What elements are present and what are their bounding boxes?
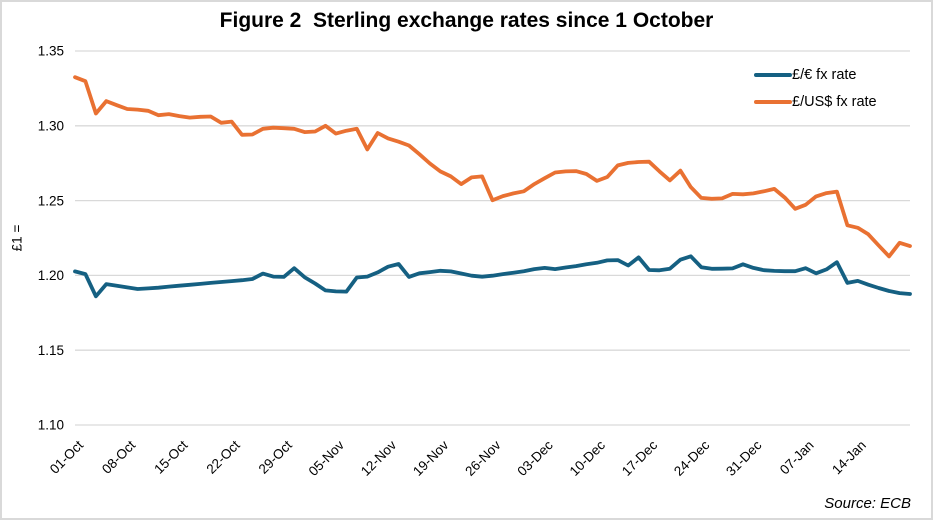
legend-item-eur: £/€ fx rate <box>754 66 877 84</box>
y-tick-label: 1.30 <box>38 119 64 134</box>
y-tick-label: 1.10 <box>38 418 64 433</box>
x-tick-label: 03-Dec <box>514 437 556 479</box>
y-tick-label: 1.25 <box>38 193 64 208</box>
x-tick-label: 31-Dec <box>723 437 765 479</box>
legend-label-usd: £/US$ fx rate <box>792 94 877 110</box>
x-tick-label: 10-Dec <box>567 437 609 479</box>
source-note: Source: ECB <box>824 495 911 512</box>
usd-line-swatch <box>754 99 792 105</box>
legend-item-usd: £/US$ fx rate <box>754 93 877 111</box>
eur-fx-rate-line <box>73 254 912 299</box>
x-tick-label: 15-Oct <box>151 437 190 476</box>
x-tick-label: 07-Jan <box>777 438 817 478</box>
usd-fx-rate-line <box>73 75 912 259</box>
x-tick-label: 05-Nov <box>306 437 348 479</box>
chart-title: Figure 2 Sterling exchange rates since 1… <box>219 9 714 32</box>
x-tick-label: 26-Nov <box>462 437 504 479</box>
x-tick-label: 17-Dec <box>619 437 661 479</box>
x-tick-label: 08-Oct <box>99 437 138 476</box>
y-tick-label: 1.15 <box>38 343 64 358</box>
x-tick-label: 14-Jan <box>829 438 869 478</box>
eur-line-swatch <box>754 72 792 78</box>
x-tick-label: 01-Oct <box>47 437 86 476</box>
x-tick-label: 19-Nov <box>410 437 452 479</box>
legend-label-eur: £/€ fx rate <box>792 67 857 83</box>
x-tick-label: 22-Oct <box>203 437 242 476</box>
y-tick-label: 1.35 <box>38 44 64 59</box>
x-tick-label: 12-Nov <box>358 437 400 479</box>
x-tick-label: 24-Dec <box>671 437 713 479</box>
legend: £/€ fx rate £/US$ fx rate <box>754 66 877 111</box>
x-tick-label: 29-Oct <box>256 437 295 476</box>
y-tick-label: 1.20 <box>38 268 64 283</box>
